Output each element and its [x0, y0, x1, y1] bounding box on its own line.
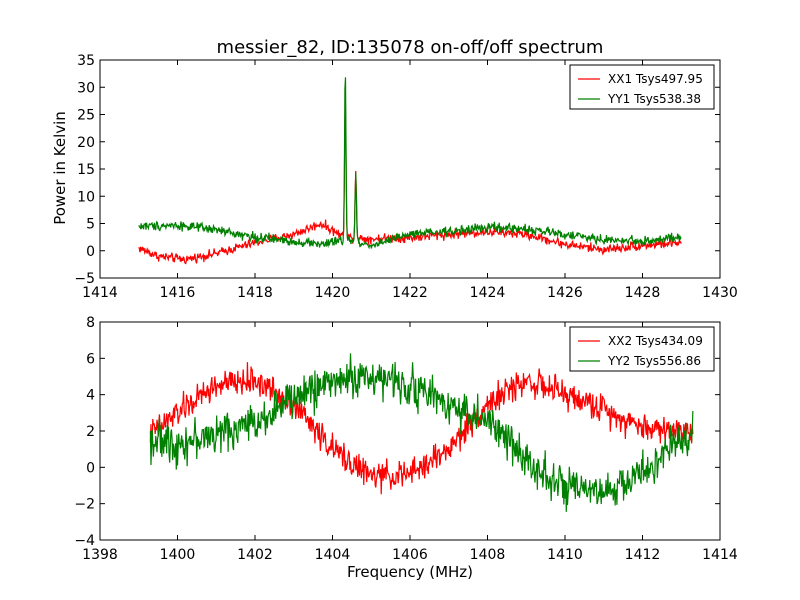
legend-label: YY1 Tsys538.38 — [607, 92, 701, 106]
x-tick-label: 1426 — [547, 285, 583, 301]
legend-box — [569, 64, 715, 110]
series-line-1 — [149, 362, 694, 495]
x-tick-label: 1422 — [392, 285, 428, 301]
series-line-2 — [149, 353, 694, 512]
x-tick-label: 1424 — [470, 285, 506, 301]
x-tick-label: 1416 — [160, 285, 196, 301]
chart-title: messier_82, ID:135078 on-off/off spectru… — [217, 37, 604, 58]
x-tick-label: 1400 — [160, 547, 196, 563]
x-tick-label: 1418 — [237, 285, 273, 301]
y-tick-label: 5 — [86, 217, 95, 233]
x-tick-label: 1414 — [82, 285, 118, 301]
y-tick-label: 4 — [86, 388, 95, 404]
series-line-2 — [138, 77, 682, 250]
x-tick-label: 1404 — [315, 547, 351, 563]
y-tick-label: 20 — [77, 135, 95, 151]
x-tick-label: 1412 — [625, 547, 661, 563]
x-tick-label: 1410 — [547, 547, 583, 563]
legend-label: XX1 Tsys497.95 — [608, 72, 703, 86]
x-axis-label: Frequency (MHz) — [347, 563, 473, 581]
legend-box — [569, 326, 715, 372]
x-tick-label: 1428 — [625, 285, 661, 301]
y-tick-label: −2 — [74, 497, 95, 513]
legend: XX2 Tsys434.09 YY2 Tsys556.86 — [569, 326, 715, 372]
y-tick-label: 15 — [77, 162, 95, 178]
y-tick-label: −5 — [74, 271, 95, 287]
x-tick-label: 1408 — [470, 547, 506, 563]
legend: XX1 Tsys497.95 YY1 Tsys538.38 — [569, 64, 715, 110]
y-tick-label: 2 — [86, 424, 95, 440]
x-tick-label: 1414 — [702, 547, 738, 563]
top-spectrum-plot: 1414 1416 1418 1420 1422 1424 1426 1428 1430 −5 0 5… — [74, 53, 737, 301]
legend-label: YY2 Tsys556.86 — [607, 354, 701, 368]
series-group — [138, 77, 682, 265]
x-tick-label: 1402 — [237, 547, 273, 563]
x-tick-label: 1430 — [702, 285, 738, 301]
y-tick-label: 35 — [77, 53, 95, 69]
bottom-spectrum-plot: 1398 1400 1402 1404 1406 1408 1410 1412 1414 −4 −2… — [74, 315, 738, 563]
y-tick-label: 8 — [86, 315, 95, 331]
y-tick-label: −4 — [74, 533, 95, 549]
y-tick-label: 10 — [77, 189, 95, 205]
y-tick-label: 25 — [77, 108, 95, 124]
x-tick-label: 1420 — [315, 285, 351, 301]
y-tick-label: 30 — [77, 80, 95, 96]
y-axis-label: Power in Kelvin — [51, 111, 69, 225]
legend-label: XX2 Tsys434.09 — [608, 334, 703, 348]
x-tick-label: 1406 — [392, 547, 428, 563]
y-tick-label: 0 — [86, 244, 95, 260]
x-tick-label: 1398 — [82, 547, 118, 563]
y-tick-label: 0 — [86, 460, 95, 476]
y-tick-label: 6 — [86, 351, 95, 367]
series-group — [149, 353, 694, 512]
